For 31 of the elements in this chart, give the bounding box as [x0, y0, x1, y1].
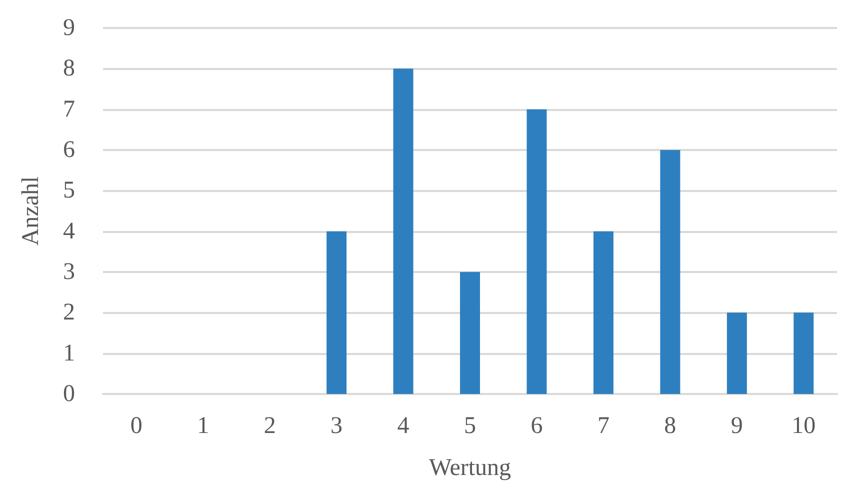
y-tick-label: 7 [63, 96, 75, 122]
x-tick-label: 8 [664, 413, 676, 439]
x-tick-label: 5 [464, 413, 476, 439]
y-tick-label: 6 [63, 137, 75, 163]
x-tick-label: 4 [397, 413, 410, 439]
x-tick-label: 7 [597, 413, 610, 439]
x-tick-label: 10 [792, 413, 816, 439]
bar [593, 231, 614, 394]
x-tick-label: 2 [264, 413, 276, 439]
bar [726, 312, 747, 394]
x-tick-label: 1 [197, 413, 210, 439]
x-axis-title: Wertung [428, 455, 512, 481]
y-tick-label: 1 [63, 340, 75, 366]
y-tick-label: 0 [63, 381, 75, 407]
bar [794, 312, 814, 394]
bar [460, 272, 480, 394]
x-tick-label: 0 [130, 413, 142, 439]
y-tick-label: 3 [63, 259, 75, 285]
y-tick-label: 5 [63, 178, 75, 204]
y-tick-label: 8 [63, 56, 75, 82]
bar [526, 109, 547, 394]
bar [660, 150, 680, 394]
y-tick-label: 4 [63, 218, 75, 244]
bar [393, 68, 414, 394]
bar [326, 231, 347, 394]
y-tick-label: 9 [63, 15, 75, 41]
y-tick-label: 2 [63, 300, 75, 326]
x-tick-label: 3 [330, 413, 343, 439]
x-tick-label: 9 [730, 413, 743, 439]
x-tick-label: 6 [530, 413, 543, 439]
y-axis-title: Anzahl [18, 176, 44, 246]
